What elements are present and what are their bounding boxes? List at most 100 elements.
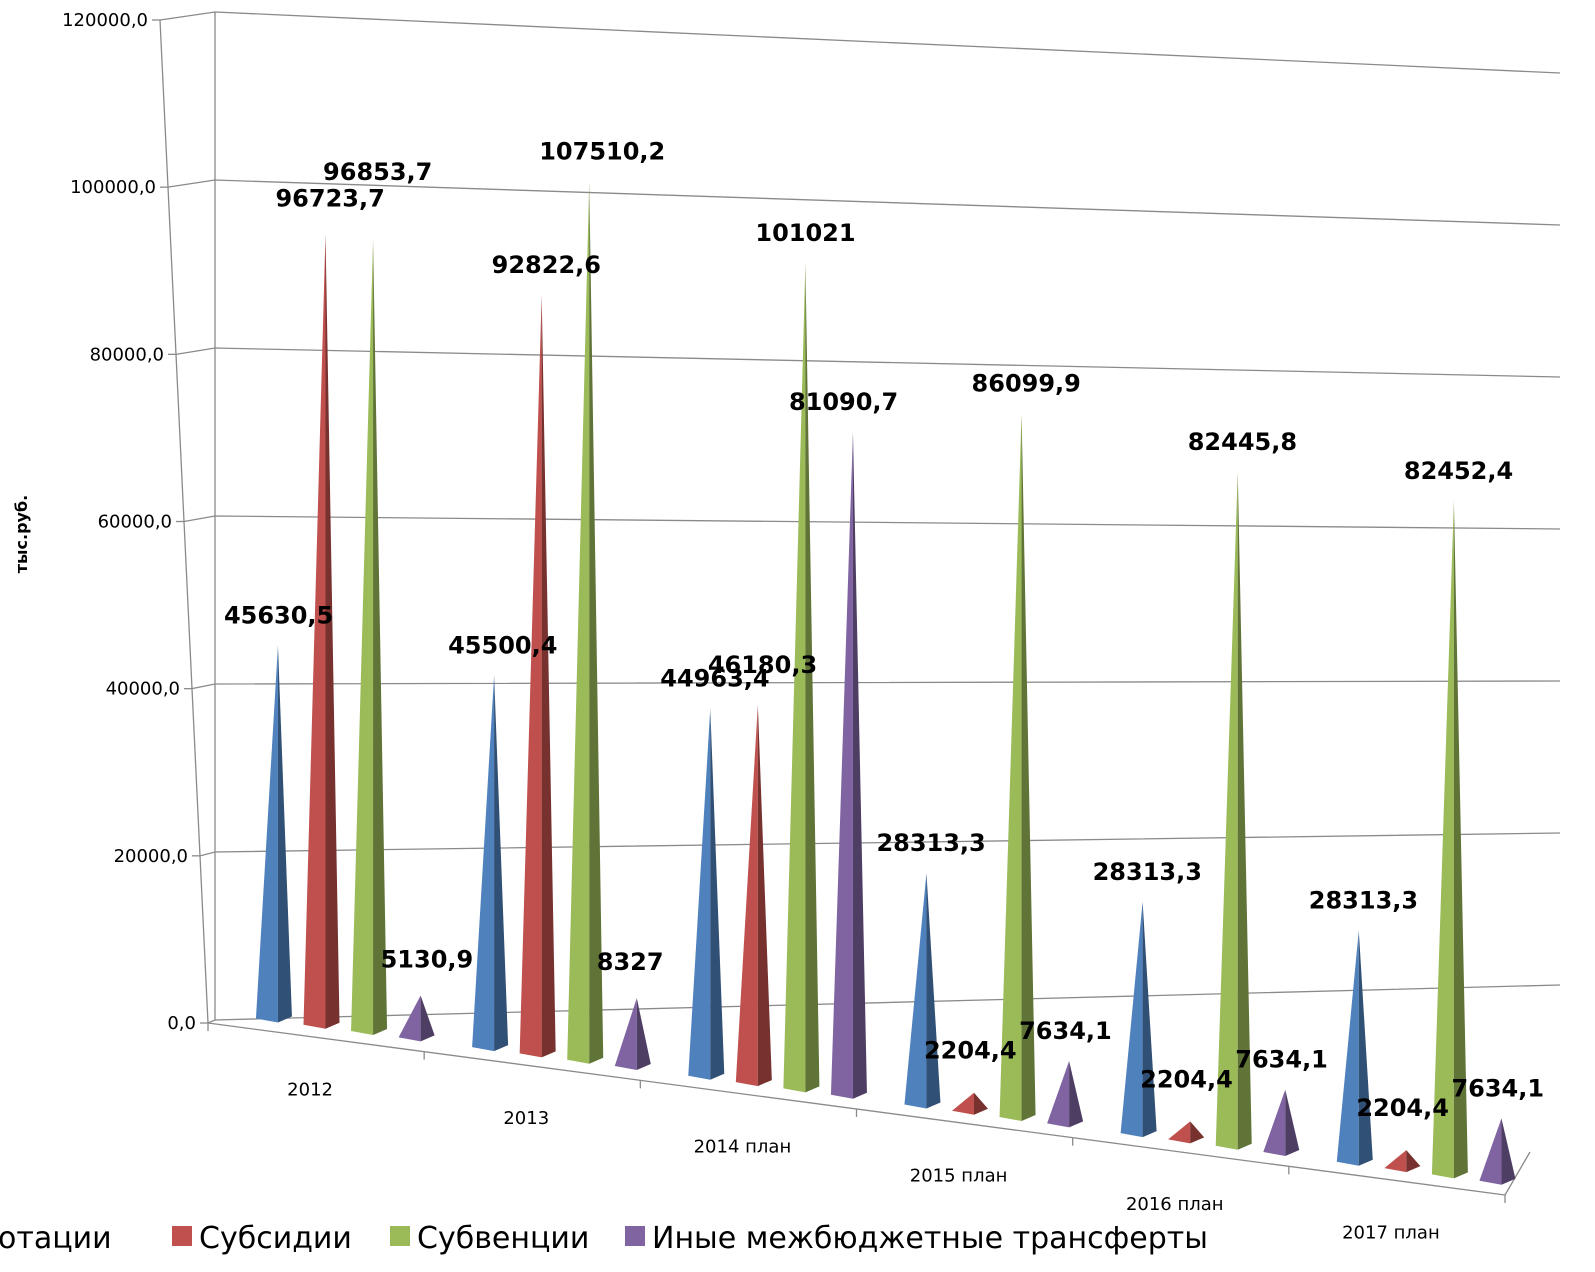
- data-label: 96853,7: [323, 158, 432, 186]
- cone-mark: [1215, 472, 1252, 1150]
- data-label: 2204,4: [924, 1037, 1017, 1065]
- cone-mark: [999, 413, 1036, 1122]
- cone-face-dark: [277, 645, 292, 1023]
- data-label: 7634,1: [1451, 1074, 1544, 1102]
- y-tick-label: 60000,0: [98, 512, 172, 533]
- x-tick-label: 2015 план: [910, 1165, 1008, 1186]
- data-label: 96723,7: [275, 185, 384, 213]
- cone-face-dark: [1406, 1150, 1421, 1173]
- cone-face-light: [688, 708, 711, 1080]
- data-label: 45500,4: [448, 631, 557, 659]
- cone-face-light: [1479, 1118, 1502, 1185]
- data-label: 7634,1: [1019, 1017, 1112, 1045]
- x-tick-label: 2013: [503, 1108, 549, 1129]
- cone-face-dark: [1190, 1121, 1205, 1144]
- cone-mark: [472, 675, 509, 1052]
- legend-swatch: [390, 1226, 410, 1246]
- cone-face-dark: [325, 234, 340, 1029]
- legend-entry: Субсидии: [199, 1221, 352, 1256]
- data-label: 28313,3: [1093, 858, 1202, 886]
- cone-face-dark: [420, 995, 435, 1042]
- cone-face-light: [1431, 500, 1454, 1179]
- gridline: [191, 680, 1561, 690]
- cone-face-light: [830, 432, 853, 1099]
- cone-face-dark: [710, 708, 725, 1080]
- cone-face-light: [472, 675, 495, 1052]
- cone-face-dark: [1285, 1089, 1300, 1157]
- data-label: 86099,9: [972, 370, 1081, 398]
- data-label: 2204,4: [1356, 1094, 1449, 1122]
- data-label: 81090,7: [789, 388, 898, 416]
- cone-face-light: [1120, 901, 1143, 1138]
- cone-face-light: [614, 997, 637, 1071]
- gridline: [183, 515, 1561, 530]
- cone-mark: [1120, 901, 1157, 1138]
- x-tick-label: 2014 план: [694, 1137, 792, 1158]
- data-label: 46180,3: [708, 651, 817, 679]
- cone-mark: [1479, 1118, 1516, 1185]
- cone-mark: [1168, 1121, 1205, 1144]
- cone-mark: [519, 295, 556, 1058]
- cone-face-light: [1384, 1150, 1407, 1173]
- cone-face-dark: [636, 997, 651, 1071]
- legend-swatch: [625, 1226, 645, 1246]
- cone-face-dark: [373, 239, 388, 1036]
- data-label: 28313,3: [876, 829, 985, 857]
- y-tick-label: 20000,0: [114, 846, 188, 867]
- cone-mark: [567, 181, 604, 1064]
- cone-mark: [951, 1092, 988, 1115]
- cone-mark: [351, 239, 388, 1036]
- cone-mark: [1263, 1089, 1300, 1157]
- cone-face-dark: [541, 295, 556, 1058]
- legend-entry: отации: [0, 1221, 112, 1256]
- gridline: [159, 11, 1561, 74]
- cone-mark: [1384, 1150, 1421, 1173]
- cone-face-light: [519, 295, 542, 1058]
- axes: 0,0 20000,0 40000,0 60000,0 80000,0 100000,0 1…: [12, 10, 1531, 1244]
- y-tick-label: 80000,0: [90, 344, 164, 365]
- cone-face-dark: [1021, 413, 1036, 1122]
- data-label: 92822,6: [492, 251, 601, 279]
- cone-face-dark: [852, 432, 867, 1099]
- cone-face-light: [1263, 1089, 1286, 1157]
- cone-face-dark: [973, 1092, 988, 1115]
- y-tick-label: 120000,0: [62, 10, 148, 31]
- legend: отации Субсидии Субвенции Иные межбюджетные…: [0, 1221, 1208, 1256]
- data-label: 44963,4: [660, 664, 769, 692]
- cone-face-light: [1168, 1121, 1191, 1144]
- cone-mark: [1047, 1060, 1084, 1128]
- cone-face-dark: [1142, 901, 1157, 1138]
- data-label: 101021: [755, 219, 855, 247]
- data-label: 82445,8: [1188, 428, 1297, 456]
- cone-face-light: [783, 263, 806, 1093]
- y-axis-title: тыс.руб.: [12, 495, 31, 573]
- cones: [255, 181, 1516, 1185]
- data-label: 107510,2: [539, 137, 665, 165]
- cone-face-light: [303, 234, 326, 1029]
- cone-face-dark: [1237, 472, 1252, 1150]
- cone-mark: [255, 645, 292, 1023]
- x-tick-label: 2016 план: [1126, 1194, 1224, 1215]
- cone-face-light: [351, 239, 374, 1036]
- cone-face-light: [904, 873, 927, 1109]
- cone-face-light: [951, 1092, 974, 1115]
- cone-face-dark: [1501, 1118, 1516, 1185]
- cone-face-light: [255, 645, 278, 1023]
- cone-face-dark: [757, 704, 772, 1087]
- data-label: 5130,9: [381, 945, 474, 973]
- floor-right-edge: [1504, 1151, 1531, 1196]
- cone-mark: [830, 432, 867, 1099]
- legend-entry: Иные межбюджетные трансферты: [652, 1221, 1208, 1256]
- cone-mark: [1431, 500, 1468, 1179]
- cone-face-light: [999, 413, 1022, 1122]
- y-axis-line: [159, 19, 209, 1024]
- cone-face-dark: [1069, 1060, 1084, 1128]
- gridline: [175, 347, 1561, 378]
- y-tick-label: 0,0: [167, 1013, 196, 1034]
- data-label: 28313,3: [1309, 886, 1418, 914]
- data-label: 8327: [597, 948, 664, 976]
- cone-mark: [904, 873, 941, 1109]
- cone-face-light: [398, 995, 421, 1042]
